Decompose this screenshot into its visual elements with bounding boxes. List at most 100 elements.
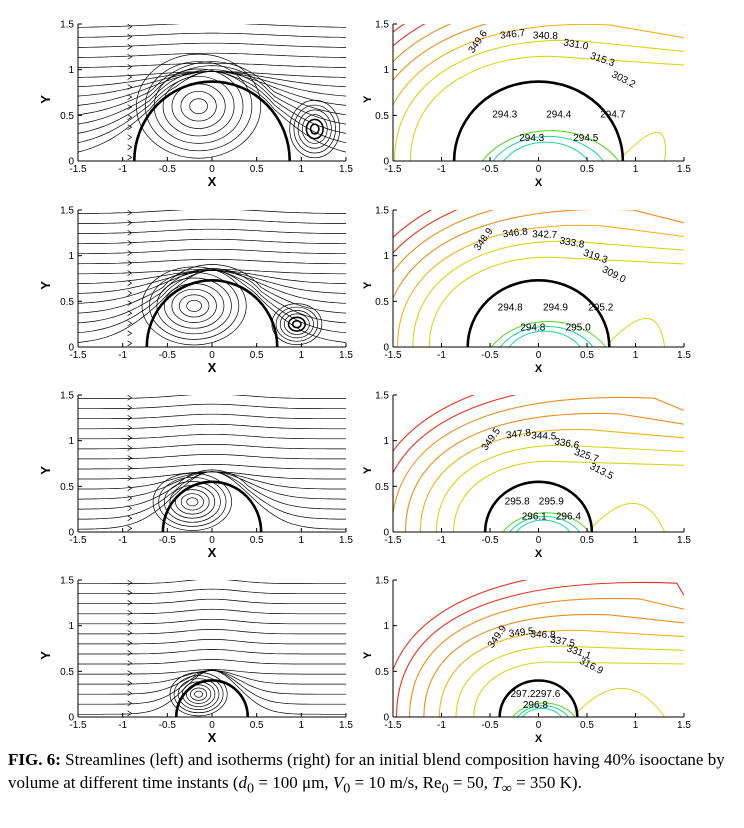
- streamline-arrow: [127, 94, 133, 100]
- isotherms: [393, 210, 684, 347]
- x-axis-label: X: [535, 733, 543, 745]
- vortex-streamline: [162, 76, 235, 137]
- isotherm-line: [455, 645, 684, 717]
- vortex-streamline: [158, 476, 227, 527]
- vortex-streamline: [163, 283, 225, 329]
- y-tick-label: 0.5: [60, 297, 74, 308]
- streamline-arrow: [127, 230, 133, 236]
- vortex-streamline: [169, 485, 216, 519]
- isotherm-line-wake: [591, 502, 666, 532]
- vortex-streamline: [186, 299, 202, 312]
- isotherm-label: 309.0: [600, 264, 628, 285]
- x-tick-label: -1: [118, 350, 127, 361]
- y-tick-label: 0: [383, 528, 389, 539]
- x-tick-label: 1: [633, 350, 639, 361]
- isotherm-label: 296.4: [556, 511, 581, 522]
- isotherm-line-inner: [502, 512, 590, 532]
- streamline-arrow: [127, 710, 133, 717]
- x-axis-label: X: [535, 363, 543, 375]
- isotherm-line-inner: [499, 325, 594, 347]
- streamline-arrow: [127, 64, 133, 70]
- isotherm-line-inner: [508, 330, 581, 347]
- y-tick-label: 0.5: [375, 111, 389, 122]
- streamline-arrow: [127, 320, 133, 327]
- y-tick-label: 0.5: [375, 482, 389, 493]
- streamline-arrow: [127, 485, 133, 491]
- y-tick-label: 1.5: [60, 576, 74, 587]
- x-tick-label: -1: [437, 350, 446, 361]
- caption-label: FIG. 6:: [8, 750, 61, 769]
- streamline-arrow: [127, 290, 133, 296]
- figure: -1.5 -1 -0.5 0 0.5 1 1.5 0 0.5 1 1.5 X Y 349.6 346.7 34…: [38, 20, 691, 746]
- isotherm-line: [438, 629, 684, 717]
- x-tick-label: 0: [536, 164, 542, 175]
- isotherm-line-wake: [576, 687, 666, 717]
- isotherm-line-inner: [481, 130, 620, 161]
- isotherm-label: 346.8: [502, 226, 529, 240]
- x-axis-label: X: [535, 548, 543, 560]
- x-tick-label: 0: [209, 720, 215, 731]
- isotherm-label: 340.8: [533, 30, 559, 42]
- streamline-arrow: [127, 330, 133, 337]
- x-tick-label: 1: [299, 535, 305, 546]
- x-tick-label: 1: [633, 164, 639, 175]
- streamline-panel-1: -1.5 -1 -0.5 0 0.5 1 1.5 0 0.5 1 1.5 X Y: [38, 20, 353, 190]
- y-tick-label: 1.5: [375, 20, 389, 31]
- isotherm-label: 294.3: [519, 133, 544, 144]
- streamline-arrow: [127, 475, 133, 481]
- x-tick-label: -1.5: [384, 164, 402, 175]
- isotherms: [393, 580, 684, 717]
- streamline-arrow: [127, 54, 133, 60]
- isotherm-line: [412, 240, 684, 347]
- x-tick-label: -1: [437, 720, 446, 731]
- vortex-streamline: [194, 690, 204, 698]
- y-tick-label: 1.5: [60, 20, 74, 31]
- x-tick-label: 0: [209, 535, 215, 546]
- x-tick-label: 1: [299, 720, 305, 731]
- wake-vortex-streamline: [279, 310, 314, 339]
- streamline: [78, 628, 346, 635]
- streamline-arrow: [127, 260, 133, 266]
- isotherm-label: 294.7: [600, 109, 625, 120]
- streamlines: [78, 580, 346, 717]
- isotherm-label: 346.8: [530, 629, 556, 641]
- isotherm-label: 297.2: [510, 689, 535, 700]
- x-tick-label: 0: [536, 720, 542, 731]
- figure-caption: FIG. 6: Streamlines (left) and isotherms…: [8, 748, 736, 800]
- y-tick-label: 0.5: [60, 482, 74, 493]
- isotherm-label: 294.8: [498, 302, 523, 313]
- streamline-arrow: [127, 690, 133, 697]
- x-tick-label: 0.5: [580, 535, 594, 546]
- streamline: [78, 268, 346, 324]
- streamline: [78, 669, 346, 675]
- x-tick-label: -1.5: [384, 535, 402, 546]
- streamline: [78, 42, 346, 48]
- isotherm-label: 347.8: [505, 427, 532, 441]
- streamline: [78, 71, 346, 88]
- vortex-streamline: [185, 684, 212, 704]
- streamline-panel-3: -1.5 -1 -0.5 0 0.5 1 1.5 0 0.5 1 1.5 X Y: [38, 391, 353, 561]
- isotherm-line: [396, 224, 684, 347]
- streamline: [78, 598, 346, 605]
- x-tick-label: 1.5: [339, 350, 353, 361]
- x-axis-label: X: [208, 545, 217, 560]
- streamline-arrow: [127, 465, 133, 471]
- streamline-arrow: [127, 124, 133, 131]
- droplet-interface: [161, 480, 263, 533]
- isotherm-line: [393, 210, 433, 239]
- x-tick-label: -0.5: [159, 350, 177, 361]
- x-axis-label: X: [208, 730, 217, 745]
- streamline: [78, 269, 346, 285]
- streamline: [78, 71, 346, 78]
- streamline: [78, 443, 346, 450]
- x-tick-label: 0.5: [580, 720, 594, 731]
- caption-re-value: = 50,: [448, 773, 493, 792]
- streamline-arrow: [127, 144, 133, 151]
- streamline: [78, 395, 346, 399]
- isotherm-label: 294.3: [492, 109, 517, 120]
- isotherm-label: 344.5: [531, 431, 557, 443]
- y-tick-label: 1: [383, 436, 389, 447]
- vortex-streamline: [149, 272, 240, 340]
- isotherm-label: 333.8: [559, 236, 586, 251]
- isotherm-label: 316.9: [577, 656, 605, 677]
